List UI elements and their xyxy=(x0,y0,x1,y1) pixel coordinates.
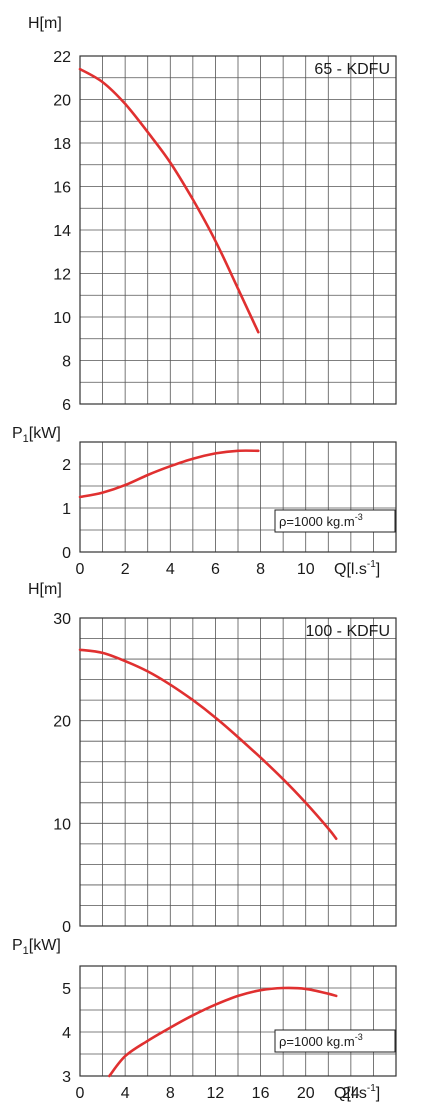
x-tick-label: 12 xyxy=(207,1085,225,1102)
y-axis-label: P1[kW] xyxy=(12,937,61,957)
y-tick-label: 4 xyxy=(62,1025,71,1042)
power-curve xyxy=(108,986,338,1078)
plot-frame xyxy=(79,617,397,927)
y-axis-label: H[m] xyxy=(28,581,62,598)
y-tick-label: 5 xyxy=(62,981,71,998)
model-title: 100 - KDFU xyxy=(306,623,390,640)
y-tick-label: 20 xyxy=(53,93,71,110)
head-curve xyxy=(78,67,260,334)
plot-frame xyxy=(79,965,397,1077)
density-annotation: ρ=1000 kg.m-3 xyxy=(279,512,363,529)
x-tick-label: 8 xyxy=(166,1085,175,1102)
y-tick-label: 18 xyxy=(53,136,71,153)
x-tick-label: 0 xyxy=(76,1085,85,1102)
density-box xyxy=(274,1029,396,1053)
y-tick-label: 2 xyxy=(62,457,71,474)
y-axis-label: P1[kW] xyxy=(12,425,61,445)
y-tick-label: 10 xyxy=(53,310,71,327)
head-curve xyxy=(78,648,338,840)
x-tick-label: 4 xyxy=(121,1085,130,1102)
x-axis-label: Q[l.s-1] xyxy=(334,1083,380,1102)
y-tick-label: 1 xyxy=(62,501,71,518)
x-tick-label: 0 xyxy=(76,561,85,578)
x-axis-label: Q[l.s-1] xyxy=(334,559,380,578)
x-tick-label: 10 xyxy=(297,561,315,578)
y-tick-label: 8 xyxy=(62,354,71,371)
density-box xyxy=(274,509,396,533)
x-tick-label: 24 xyxy=(342,1085,360,1102)
y-tick-label: 20 xyxy=(53,714,71,731)
y-tick-label: 30 xyxy=(53,611,71,628)
density-annotation: ρ=1000 kg.m-3 xyxy=(279,1032,363,1049)
x-tick-label: 20 xyxy=(297,1085,315,1102)
plot-frame xyxy=(79,55,397,405)
model-title: 65 - KDFU xyxy=(314,61,390,78)
x-tick-label: 16 xyxy=(252,1085,270,1102)
x-tick-label: 2 xyxy=(121,561,130,578)
y-tick-label: 22 xyxy=(53,49,71,66)
y-tick-label: 12 xyxy=(53,267,71,284)
y-axis-label: H[m] xyxy=(28,15,62,32)
y-tick-label: 14 xyxy=(53,223,71,240)
y-tick-label: 16 xyxy=(53,180,71,197)
x-tick-label: 4 xyxy=(166,561,175,578)
x-tick-label: 8 xyxy=(256,561,265,578)
y-tick-label: 0 xyxy=(62,919,71,936)
y-tick-label: 6 xyxy=(62,397,71,414)
y-tick-label: 3 xyxy=(62,1069,71,1086)
y-tick-label: 0 xyxy=(62,545,71,562)
x-tick-label: 6 xyxy=(211,561,220,578)
y-tick-label: 10 xyxy=(53,816,71,833)
power-curve xyxy=(78,449,260,499)
